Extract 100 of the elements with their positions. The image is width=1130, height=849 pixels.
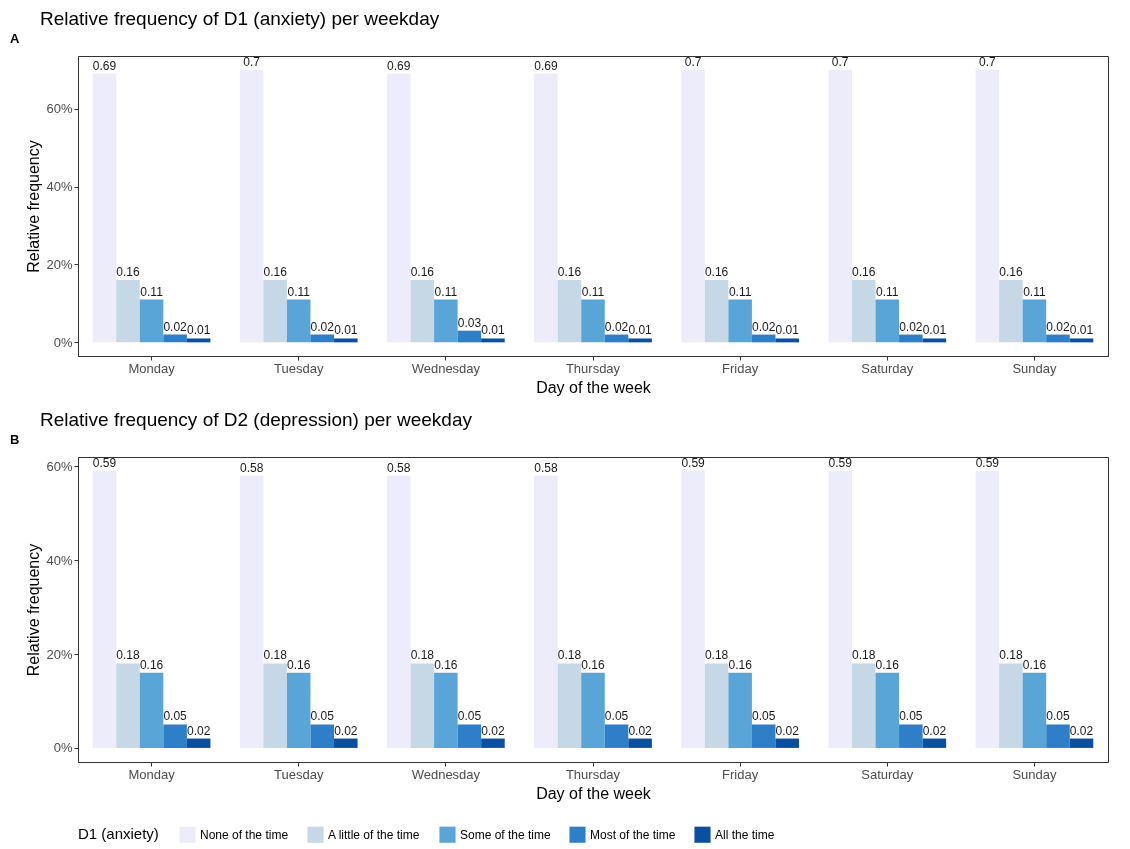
data-label: 0.02 <box>186 723 211 738</box>
bar <box>1069 738 1094 748</box>
data-label: 0.59 <box>828 456 853 471</box>
bar <box>728 299 752 343</box>
x-tick-label: Tuesday <box>274 766 324 782</box>
data-label: 0.11 <box>140 284 164 299</box>
bar <box>263 280 287 343</box>
data-label: 0.16 <box>852 265 876 280</box>
bar <box>704 280 729 343</box>
data-label: 0.16 <box>287 657 311 672</box>
bar <box>239 69 264 343</box>
data-label: 0.16 <box>116 265 141 280</box>
bar <box>534 475 558 748</box>
legend-title: D1 (anxiety) <box>78 825 159 842</box>
data-label: 0.11 <box>728 284 752 299</box>
bar <box>999 663 1023 748</box>
bar <box>681 69 705 343</box>
x-tick-label: Thursday <box>565 766 621 782</box>
data-label: 0.58 <box>534 460 558 475</box>
bar <box>286 672 311 748</box>
data-label: 0.01 <box>628 323 653 338</box>
chart-title: Relative frequency of D2 (depression) per weekday <box>40 409 473 430</box>
data-label: 0.02 <box>481 723 505 738</box>
text: B <box>10 432 20 447</box>
bar <box>681 471 705 748</box>
data-label: 0.58 <box>387 460 411 475</box>
bar <box>186 738 211 748</box>
data-label: 0.01 <box>1069 323 1094 338</box>
bar <box>628 738 652 748</box>
y-tick-label: 60% <box>46 458 73 474</box>
data-label: 0.05 <box>899 709 923 724</box>
bar <box>410 663 435 748</box>
bar <box>628 338 652 343</box>
bar <box>775 338 799 343</box>
data-label: 0.69 <box>387 58 411 73</box>
bar <box>334 338 358 343</box>
bar <box>186 338 211 343</box>
bar <box>92 73 117 343</box>
legend-label: Some of the time <box>460 827 552 842</box>
data-label: 0.59 <box>92 456 117 471</box>
x-tick-label: Sunday <box>1012 766 1057 782</box>
bar <box>457 330 482 343</box>
data-label: 0.01 <box>481 323 505 338</box>
x-tick-label: Monday <box>128 766 176 782</box>
bar <box>999 280 1023 343</box>
data-label: 0.02 <box>628 723 653 738</box>
data-label: 0.02 <box>1069 723 1094 738</box>
bar <box>751 724 776 748</box>
text: A <box>10 31 20 46</box>
bar <box>334 738 358 748</box>
x-tick-label: Friday <box>722 766 759 782</box>
data-label: 0.16 <box>557 265 582 280</box>
data-label: 0.7 <box>979 54 997 69</box>
data-label: 0.05 <box>457 709 482 724</box>
y-tick-label: 40% <box>46 552 73 568</box>
data-label: 0.18 <box>263 648 288 663</box>
x-tick-label: Saturday <box>861 766 914 782</box>
legend-label: All the time <box>715 827 775 842</box>
data-label: 0.18 <box>704 648 729 663</box>
bar <box>1022 672 1047 748</box>
data-label: 0.18 <box>999 648 1023 663</box>
bar <box>899 334 923 343</box>
bar <box>481 738 505 748</box>
bar <box>922 338 947 343</box>
x-tick-label: Tuesday <box>274 360 324 376</box>
x-tick-label: Wednesday <box>411 360 481 376</box>
x-tick-label: Thursday <box>565 360 621 376</box>
x-tick-label: Saturday <box>861 360 914 376</box>
data-label: 0.7 <box>684 54 702 69</box>
data-label: 0.16 <box>581 657 605 672</box>
data-label: 0.02 <box>752 319 776 334</box>
y-axis-title: Relative frequency <box>25 543 43 677</box>
data-label: 0.16 <box>263 265 288 280</box>
bar <box>604 724 629 748</box>
data-label: 0.59 <box>975 456 1000 471</box>
y-tick-label: 0% <box>53 740 73 756</box>
y-tick-label: 40% <box>46 179 73 195</box>
bar <box>899 724 923 748</box>
data-label: 0.05 <box>1046 709 1070 724</box>
chart-title: Relative frequency of D1 (anxiety) per weekday <box>40 8 440 29</box>
bar <box>775 738 799 748</box>
bar <box>1046 724 1070 748</box>
data-label: 0.16 <box>875 657 900 672</box>
bar <box>387 73 411 343</box>
data-label: 0.18 <box>557 648 582 663</box>
data-label: 0.11 <box>1023 284 1046 299</box>
data-label: 0.02 <box>604 319 629 334</box>
data-label: 0.7 <box>243 54 261 69</box>
data-label: 0.16 <box>1022 657 1047 672</box>
data-label: 0.02 <box>899 319 923 334</box>
bar <box>1022 299 1047 343</box>
bar <box>434 299 458 343</box>
bar <box>1069 338 1094 343</box>
bar <box>481 338 505 343</box>
data-label: 0.18 <box>852 648 876 663</box>
data-label: 0.59 <box>681 456 706 471</box>
bar <box>139 299 164 343</box>
legend-label: None of the time <box>200 827 289 842</box>
data-label: 0.02 <box>922 723 947 738</box>
y-tick-label: 20% <box>46 646 73 662</box>
